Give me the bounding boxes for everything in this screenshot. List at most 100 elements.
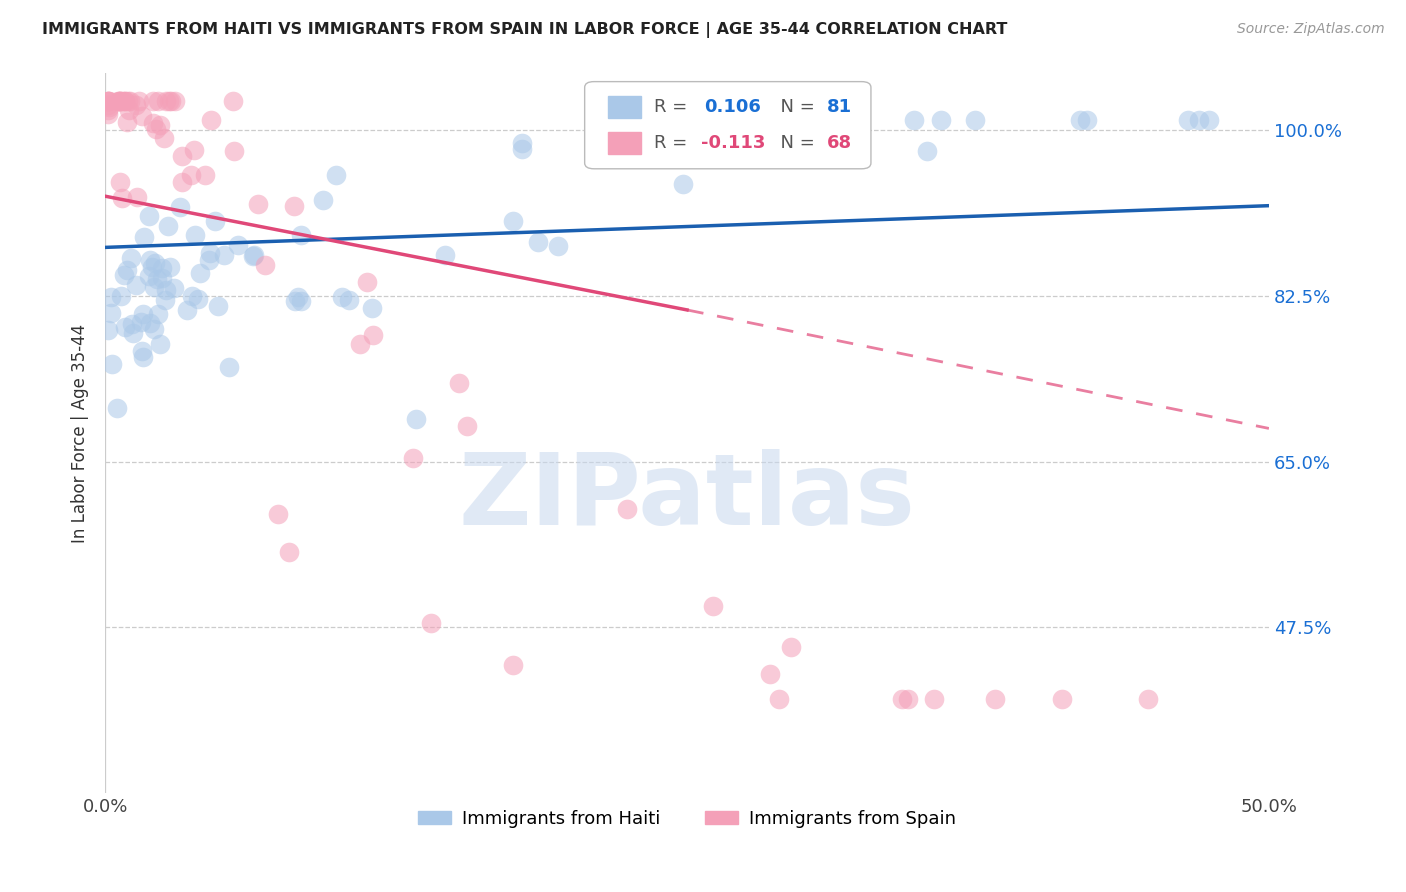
Point	[242, 249, 264, 263]
Point	[330, 289, 353, 303]
Point	[278, 544, 301, 558]
Point	[146, 95, 169, 109]
Point	[1137, 691, 1160, 706]
Point	[917, 144, 939, 158]
Text: IMMIGRANTS FROM HAITI VS IMMIGRANTS FROM SPAIN IN LABOR FORCE | AGE 35-44 CORREL: IMMIGRANTS FROM HAITI VS IMMIGRANTS FROM…	[42, 22, 1008, 38]
Point	[187, 293, 209, 307]
Point	[152, 130, 174, 145]
Point	[134, 230, 156, 244]
Y-axis label: In Labor Force | Age 35-44: In Labor Force | Age 35-44	[72, 324, 89, 542]
Point	[449, 376, 471, 391]
Point	[150, 260, 173, 275]
Point	[118, 95, 141, 109]
Point	[672, 177, 695, 191]
Point	[132, 350, 155, 364]
Point	[527, 235, 550, 250]
Point	[222, 144, 245, 158]
Point	[115, 114, 138, 128]
Point	[807, 141, 830, 155]
Point	[159, 95, 181, 109]
Point	[420, 615, 443, 630]
Point	[142, 95, 165, 109]
Point	[696, 151, 718, 165]
Point	[114, 95, 136, 109]
Text: 68: 68	[827, 134, 852, 153]
Point	[176, 303, 198, 318]
Point	[110, 288, 132, 302]
Point	[149, 118, 172, 132]
Point	[253, 258, 276, 272]
Point	[107, 95, 129, 109]
Point	[115, 262, 138, 277]
Point	[433, 247, 456, 261]
Point	[139, 316, 162, 330]
Point	[405, 412, 427, 426]
Point	[1076, 113, 1098, 128]
Point	[100, 357, 122, 371]
Point	[129, 315, 152, 329]
Point	[121, 317, 143, 331]
Point	[100, 290, 122, 304]
Point	[139, 252, 162, 267]
Text: ZIPatlas: ZIPatlas	[458, 450, 915, 547]
Point	[108, 95, 131, 109]
Point	[138, 269, 160, 284]
Point	[312, 194, 335, 208]
Point	[1177, 113, 1199, 128]
Text: 81: 81	[827, 98, 852, 116]
Point	[983, 691, 1005, 706]
Point	[903, 113, 925, 128]
Point	[188, 266, 211, 280]
Point	[112, 95, 135, 109]
Point	[120, 251, 142, 265]
Point	[97, 95, 120, 109]
Point	[502, 658, 524, 673]
Text: R =: R =	[654, 98, 693, 116]
Text: -0.113: -0.113	[702, 134, 765, 153]
Point	[118, 103, 141, 117]
Legend: Immigrants from Haiti, Immigrants from Spain: Immigrants from Haiti, Immigrants from S…	[412, 802, 963, 835]
Point	[155, 95, 177, 109]
Text: N =: N =	[769, 98, 820, 116]
Point	[108, 95, 131, 109]
Point	[194, 168, 217, 182]
Point	[155, 283, 177, 297]
Point	[125, 190, 148, 204]
Point	[891, 691, 914, 706]
FancyBboxPatch shape	[585, 82, 870, 169]
Point	[510, 136, 533, 151]
Point	[184, 227, 207, 242]
Point	[117, 95, 139, 109]
Point	[702, 599, 724, 613]
Bar	[607, 96, 641, 118]
Point	[142, 116, 165, 130]
Point	[616, 502, 638, 516]
Point	[1069, 113, 1091, 128]
Point	[114, 95, 136, 109]
Text: R =: R =	[654, 134, 693, 153]
Point	[96, 103, 118, 118]
Point	[96, 324, 118, 338]
Point	[108, 95, 131, 109]
Point	[768, 691, 790, 706]
Point	[965, 113, 987, 128]
Point	[197, 252, 219, 267]
Point	[283, 199, 305, 213]
Text: N =: N =	[769, 134, 820, 153]
Point	[149, 337, 172, 351]
Point	[132, 307, 155, 321]
Point	[349, 337, 371, 351]
Point	[157, 219, 180, 234]
Point	[180, 168, 202, 182]
Point	[96, 107, 118, 121]
Point	[360, 301, 382, 315]
Point	[922, 691, 945, 706]
Point	[1050, 691, 1073, 706]
Point	[111, 191, 134, 205]
Point	[682, 150, 704, 164]
Point	[146, 307, 169, 321]
Point	[339, 293, 361, 307]
Point	[131, 109, 153, 123]
Point	[150, 271, 173, 285]
Point	[157, 95, 180, 109]
